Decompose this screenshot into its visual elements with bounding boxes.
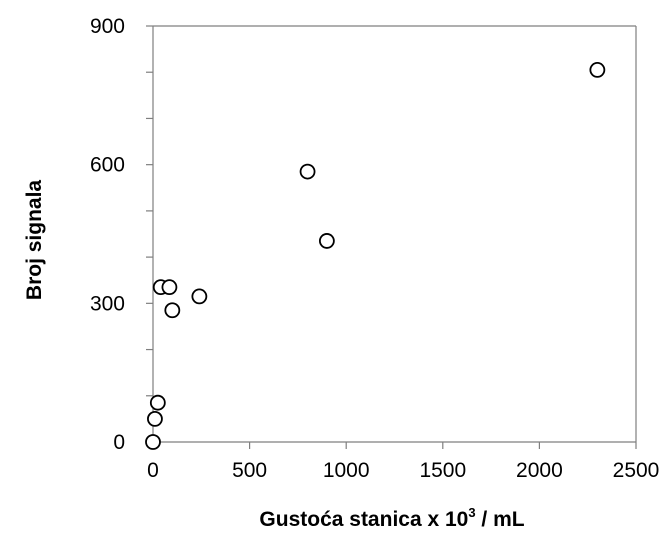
data-points	[145, 62, 606, 450]
data-point	[191, 288, 208, 305]
x-axis-title-suffix: / mL	[476, 508, 525, 531]
x-tick-label: 2000	[516, 459, 563, 482]
data-point	[318, 233, 335, 249]
data-point	[299, 163, 316, 180]
x-tick-label: 1500	[419, 459, 466, 482]
y-tick-label: 900	[90, 15, 125, 38]
y-axis-title: Broj signala	[23, 180, 46, 301]
x-tick-label: 0	[147, 459, 159, 482]
x-axis-title-main: Gustoća stanica x 10	[259, 508, 468, 531]
data-point	[147, 410, 163, 427]
data-point	[149, 394, 166, 411]
x-axis-title-superscript: 3	[468, 505, 475, 520]
x-tick-label: 2500	[613, 459, 660, 482]
plot-frame	[152, 25, 637, 443]
y-axis-ticks: 0 300 600 900	[90, 15, 153, 454]
x-axis-title: Gustoća stanica x 103 / mL	[259, 505, 524, 531]
x-tick-label: 500	[232, 459, 267, 482]
data-point	[164, 302, 181, 319]
data-point	[589, 62, 606, 78]
y-tick-label: 300	[90, 292, 125, 315]
x-tick-label: 1000	[323, 459, 370, 482]
y-tick-label: 0	[113, 431, 125, 454]
data-point	[145, 434, 161, 450]
x-axis-ticks: 0 500 1000 1500 2000 2500	[147, 442, 659, 482]
y-tick-label: 600	[90, 154, 125, 177]
data-point	[161, 279, 178, 296]
